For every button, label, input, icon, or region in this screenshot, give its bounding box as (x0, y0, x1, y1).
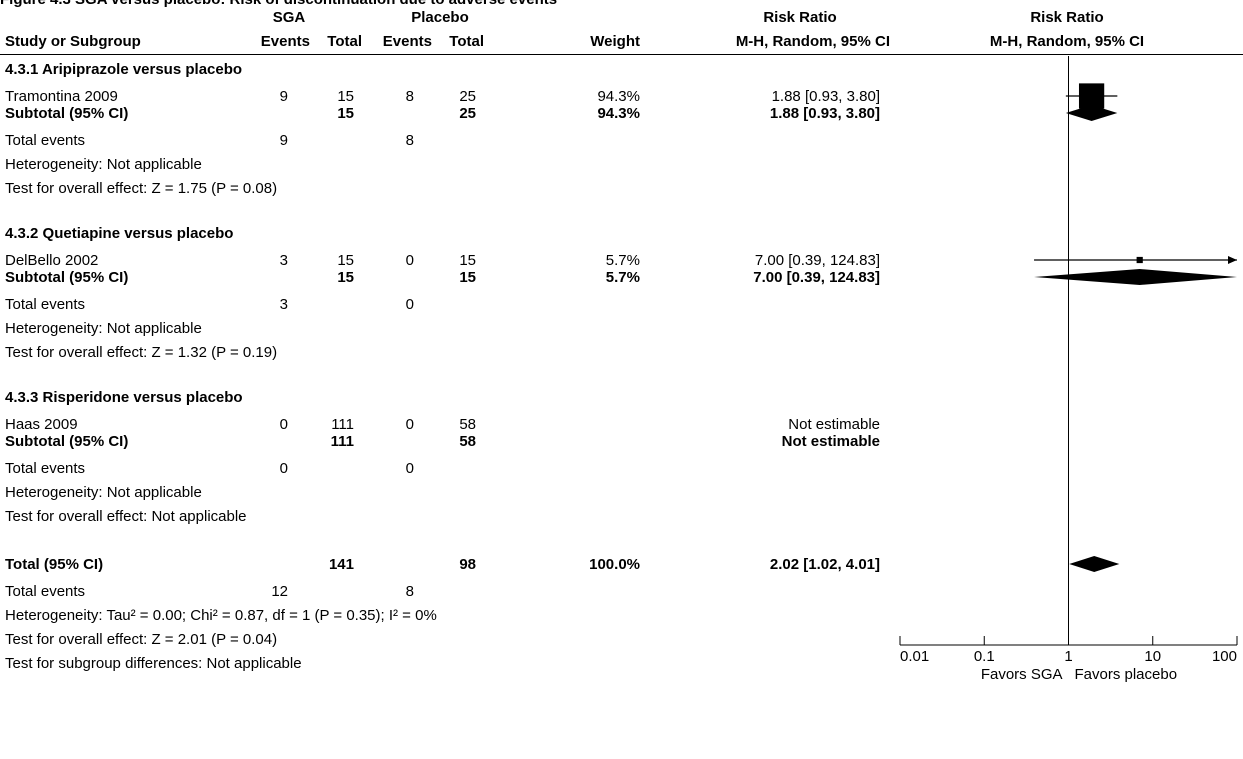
header-sga-total: Total (327, 33, 362, 50)
pbo-events: 0 (405, 416, 414, 433)
total-events-pbo: 8 (405, 583, 414, 600)
risk-ratio-ci: 1.88 [0.93, 3.80] (771, 88, 880, 105)
group-title: 4.3.2 Quetiapine versus placebo (5, 225, 234, 242)
sga-events: 9 (279, 88, 288, 105)
total-events-sga: 3 (279, 296, 288, 313)
study-name: Haas 2009 (5, 416, 78, 433)
subtotal-label: Subtotal (95% CI) (5, 433, 129, 450)
pooled-diamond (1065, 105, 1118, 121)
total-heterogeneity: Heterogeneity: Tau² = 0.00; Chi² = 0.87,… (5, 607, 437, 624)
tick-label: 10 (1144, 648, 1161, 665)
subtotal-ci: 1.88 [0.93, 3.80] (769, 105, 880, 122)
favors-right-label: Favors placebo (1075, 666, 1178, 683)
sga-events: 0 (279, 416, 288, 433)
subtotal-ci: 7.00 [0.39, 124.83] (753, 269, 880, 286)
header-sga-events: Events (260, 33, 310, 50)
subtotal-weight: 5.7% (605, 269, 640, 286)
study-marker (1136, 256, 1143, 264)
subtotal-ci: Not estimable (781, 433, 880, 450)
header-method-ci: M-H, Random, 95% CI (735, 33, 890, 50)
group-title: 4.3.1 Aripiprazole versus placebo (5, 61, 243, 78)
total-events-label: Total events (5, 583, 86, 600)
tick-label: 1 (1064, 648, 1072, 665)
risk-ratio-ci: Not estimable (788, 416, 880, 433)
overall-effect: Test for overall effect: Not applicable (5, 508, 247, 525)
pbo-events: 8 (405, 88, 414, 105)
total-events-label: Total events (5, 132, 86, 149)
pbo-total: 58 (459, 416, 476, 433)
total-events-sga: 0 (279, 460, 288, 477)
total-ci: 2.02 [1.02, 4.01] (769, 556, 880, 573)
header-pbo-total: Total (449, 33, 484, 50)
tick-label: 0.1 (974, 648, 995, 665)
sga-total: 15 (337, 88, 354, 105)
pooled-diamond (1069, 556, 1120, 572)
pbo-total: 15 (459, 252, 476, 269)
study-name: DelBello 2002 (5, 252, 99, 269)
subtotal-label: Subtotal (95% CI) (5, 105, 129, 122)
subtotal-sga-total: 15 (337, 269, 354, 286)
header-pbo-events: Events (382, 33, 432, 50)
subtotal-pbo-total: 25 (459, 105, 476, 122)
subtotal-pbo-total: 58 (459, 433, 476, 450)
tick-label: 100 (1212, 648, 1237, 665)
total-events-sga: 12 (271, 583, 288, 600)
sga-events: 3 (279, 252, 288, 269)
total-events-pbo: 0 (405, 296, 414, 313)
total-events-pbo: 8 (405, 132, 414, 149)
weight: 94.3% (597, 88, 640, 105)
total-events-label: Total events (5, 460, 86, 477)
subtotal-sga-total: 111 (330, 433, 354, 450)
sga-total: 111 (331, 416, 354, 433)
total-overall-effect: Test for overall effect: Z = 2.01 (P = 0… (5, 631, 278, 648)
total-sga-total: 141 (328, 556, 354, 573)
header-risk-ratio: Risk Ratio (763, 9, 837, 26)
subtotal-pbo-total: 15 (459, 269, 476, 286)
risk-ratio-ci: 7.00 [0.39, 124.83] (754, 252, 880, 269)
header-study-or-subgroup: Study or Subgroup (5, 33, 141, 50)
study-marker (1078, 83, 1105, 109)
total-events-sga: 9 (279, 132, 288, 149)
subtotal-weight: 94.3% (597, 105, 640, 122)
group-title: 4.3.3 Risperidone versus placebo (5, 389, 243, 406)
total-weight: 100.0% (589, 556, 640, 573)
tick-label: 0.01 (900, 648, 929, 665)
header-method-ci-plot: M-H, Random, 95% CI (989, 33, 1145, 50)
ci-arrow (1228, 256, 1237, 264)
header-risk-ratio-plot: Risk Ratio (1030, 9, 1104, 26)
weight: 5.7% (605, 252, 640, 269)
header-sga: SGA (272, 9, 306, 26)
sga-total: 15 (337, 252, 354, 269)
heterogeneity: Heterogeneity: Not applicable (5, 484, 202, 501)
overall-effect: Test for overall effect: Z = 1.75 (P = 0… (5, 180, 278, 197)
pooled-diamond (1034, 269, 1237, 285)
overall-effect: Test for overall effect: Z = 1.32 (P = 0… (5, 344, 278, 361)
total-events-pbo: 0 (405, 460, 414, 477)
subtotal-sga-total: 15 (337, 105, 354, 122)
header-rule (0, 54, 1243, 55)
header-weight: Weight (590, 33, 640, 50)
total-label: Total (95% CI) (5, 556, 104, 573)
header-placebo: Placebo (411, 9, 469, 26)
favors-left-label: Favors SGA (981, 666, 1063, 683)
subtotal-label: Subtotal (95% CI) (5, 269, 129, 286)
pbo-events: 0 (405, 252, 414, 269)
subgroup-differences: Test for subgroup differences: Not appli… (5, 655, 302, 672)
total-pbo-total: 98 (459, 556, 476, 573)
pbo-total: 25 (459, 88, 476, 105)
study-name: Tramontina 2009 (5, 88, 118, 105)
total-events-label: Total events (5, 296, 86, 313)
figure-title: Figure 4.3 SGA versus placebo: Risk of d… (0, 0, 557, 9)
heterogeneity: Heterogeneity: Not applicable (5, 156, 202, 173)
heterogeneity: Heterogeneity: Not applicable (5, 320, 202, 337)
